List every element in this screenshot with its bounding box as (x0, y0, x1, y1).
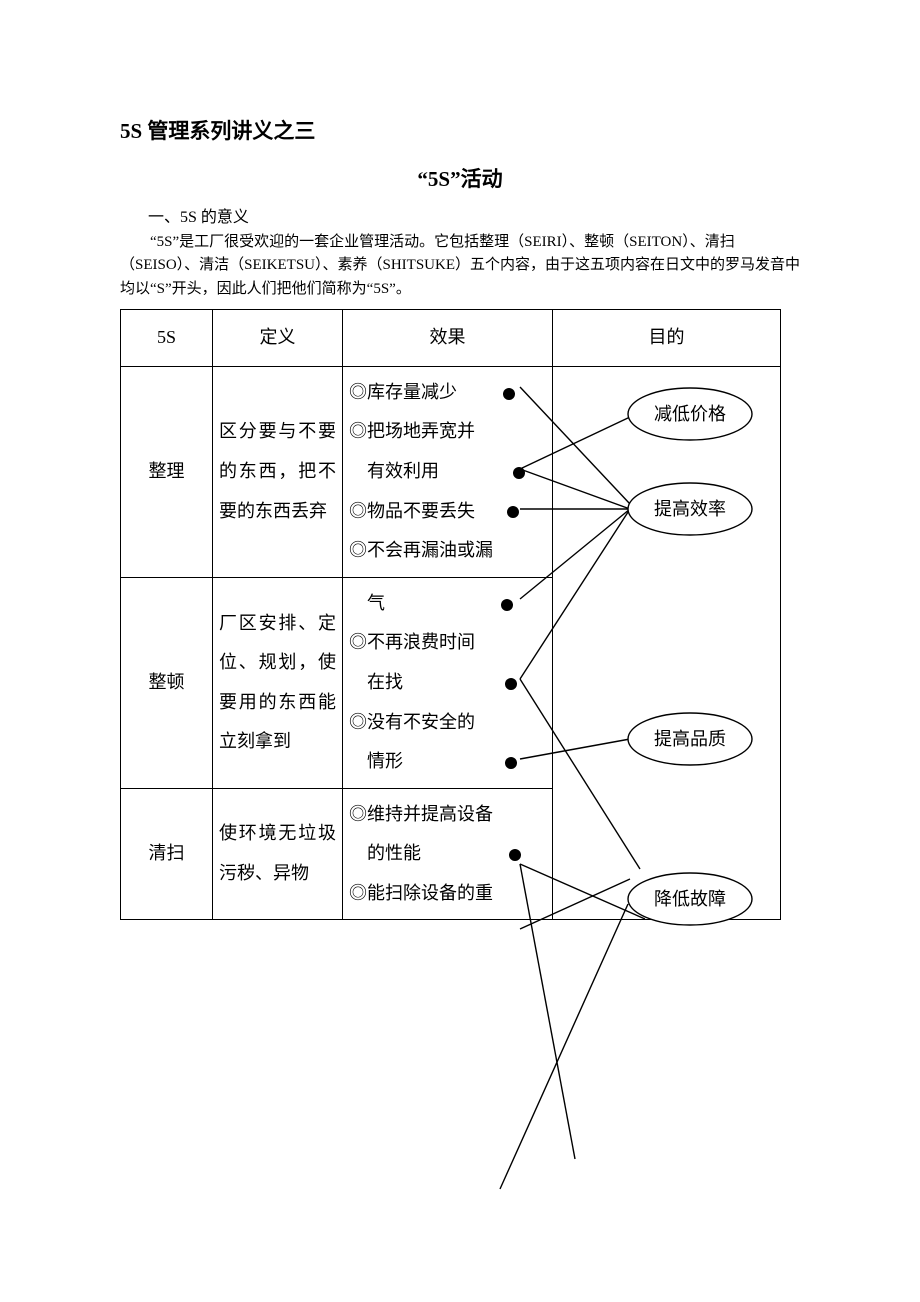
bullet-dot-icon (513, 467, 525, 479)
table-wrap: 5S 定义 效果 目的 整理 区分要与不要的东西，把不要的东西丢弃 ◎库存量减少… (120, 309, 800, 921)
table-header-row: 5S 定义 效果 目的 (121, 309, 781, 366)
bullet-dot-icon (507, 506, 519, 518)
effect-line: ◎不会再漏油或漏 (349, 531, 546, 571)
effect-line: ◎没有不安全的 (349, 703, 546, 743)
cell-eff-2: 气◎不再浪费时间 在找◎没有不安全的 情形 (343, 577, 553, 788)
effect-line: 的性能 (349, 834, 546, 874)
cell-def-seiton: 厂区安排、定位、规划，使要用的东西能立刻拿到 (213, 577, 343, 788)
bullet-dot-icon (509, 849, 521, 861)
cell-5s-seiton: 整顿 (121, 577, 213, 788)
bullet-dot-icon (503, 388, 515, 400)
cell-goal (553, 366, 781, 920)
cell-eff-3: ◎维持并提高设备 的性能◎能扫除设备的重 (343, 788, 553, 920)
main-title: “5S”活动 (120, 163, 800, 193)
th-goal: 目的 (553, 309, 781, 366)
effect-line: ◎把场地弄宽并 (349, 412, 546, 452)
table-row: 整理 区分要与不要的东西，把不要的东西丢弃 ◎库存量减少◎把场地弄宽并 有效利用… (121, 366, 781, 577)
bullet-dot-icon (501, 599, 513, 611)
effect-line: ◎维持并提高设备 (349, 795, 546, 835)
effect-line: ◎库存量减少 (349, 373, 546, 413)
document-page: 5S 管理系列讲义之三 “5S”活动 一、5S 的意义 “5S”是工厂很受欢迎的… (0, 0, 920, 1302)
intro-paragraph: “5S”是工厂很受欢迎的一套企业管理活动。它包括整理（SEIRI）、整顿（SEI… (120, 231, 800, 301)
cell-def-seiri: 区分要与不要的东西，把不要的东西丢弃 (213, 366, 343, 577)
effect-line: 在找 (349, 663, 546, 703)
cell-5s-seiri: 整理 (121, 366, 213, 577)
cell-def-seiso: 使环境无垃圾污秽、异物 (213, 788, 343, 920)
doc-title: 5S 管理系列讲义之三 (120, 115, 800, 145)
effect-line: 气 (349, 584, 546, 624)
cell-eff-1: ◎库存量减少◎把场地弄宽并 有效利用◎物品不要丢失◎不会再漏油或漏 (343, 366, 553, 577)
effect-line: ◎不再浪费时间 (349, 623, 546, 663)
effect-line: 情形 (349, 742, 546, 782)
effect-line: ◎能扫除设备的重 (349, 874, 546, 914)
section-heading: 一、5S 的意义 (148, 203, 800, 227)
five-s-table: 5S 定义 效果 目的 整理 区分要与不要的东西，把不要的东西丢弃 ◎库存量减少… (120, 309, 781, 921)
bullet-dot-icon (505, 757, 517, 769)
th-5s: 5S (121, 309, 213, 366)
th-def: 定义 (213, 309, 343, 366)
effect-line: ◎物品不要丢失 (349, 492, 546, 532)
bullet-dot-icon (505, 678, 517, 690)
effect-line: 有效利用 (349, 452, 546, 492)
connector-line (500, 904, 628, 1189)
th-effect: 效果 (343, 309, 553, 366)
cell-5s-seiso: 清扫 (121, 788, 213, 920)
